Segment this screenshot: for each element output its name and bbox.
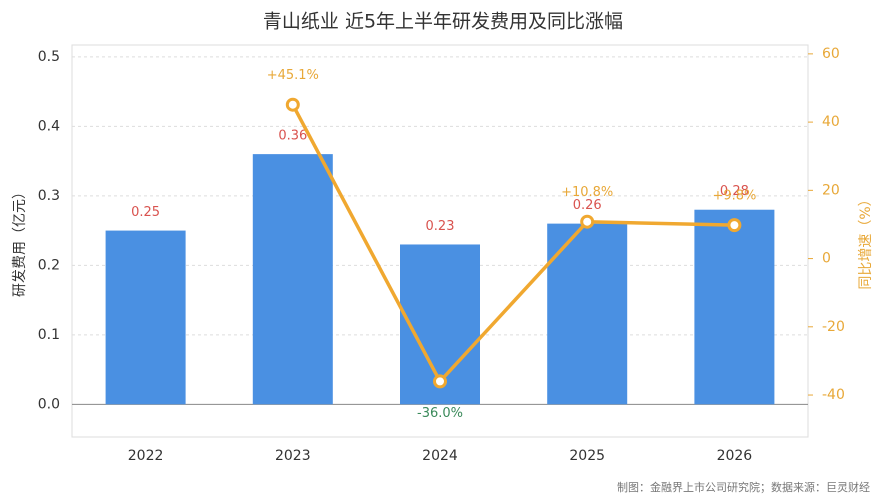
plot-frame xyxy=(71,44,809,438)
line-point xyxy=(580,214,595,229)
line-value-label: +45.1% xyxy=(267,68,319,83)
x-tick-label: 2026 xyxy=(717,448,753,464)
bar xyxy=(252,154,333,405)
bar-value-label: 0.23 xyxy=(426,219,455,234)
line-point xyxy=(285,97,300,112)
y2-tick-label: 60 xyxy=(822,46,840,62)
y2-tick-label: 20 xyxy=(822,182,840,198)
bar xyxy=(694,209,775,405)
y2-tick-label: 40 xyxy=(822,114,840,130)
y-tick-label: 0.3 xyxy=(38,188,60,204)
bar-value-label: 0.36 xyxy=(278,129,307,144)
bar xyxy=(547,223,628,405)
x-tick-label: 2022 xyxy=(128,448,164,464)
y-tick-label: 0.5 xyxy=(38,49,60,65)
footer-note: 制图：金融界上市公司研究院；数据来源：巨灵财经 xyxy=(617,480,870,494)
line-point xyxy=(727,218,742,233)
y2-axis-label: 同比增速（%） xyxy=(858,192,874,289)
y-tick-label: 0.0 xyxy=(38,396,60,412)
bar-value-label: 0.25 xyxy=(131,205,160,220)
y2-tick-label: 0 xyxy=(822,251,831,267)
line-value-label: +10.8% xyxy=(561,185,613,200)
bar-value-label: 0.26 xyxy=(573,198,602,213)
y-tick-label: 0.1 xyxy=(38,327,60,343)
chart-title: 青山纸业 近5年上半年研发费用及同比涨幅 xyxy=(263,11,623,33)
y2-tick-label: -20 xyxy=(822,319,845,335)
x-tick-label: 2023 xyxy=(275,448,311,464)
line-point xyxy=(433,374,447,389)
x-tick-label: 2025 xyxy=(569,448,605,464)
bar-value-label: 0.28 xyxy=(720,184,749,199)
line-value-label: -36.0% xyxy=(417,406,463,421)
line-series xyxy=(291,103,735,385)
y-tick-label: 0.2 xyxy=(38,257,60,273)
line-value-label: +9.8% xyxy=(712,189,756,204)
y-axis-label: 研发费用（亿元） xyxy=(12,185,28,297)
x-tick-label: 2024 xyxy=(422,448,458,464)
y2-tick-label: -40 xyxy=(822,387,845,403)
bar xyxy=(105,230,186,405)
y-tick-label: 0.4 xyxy=(38,118,60,134)
